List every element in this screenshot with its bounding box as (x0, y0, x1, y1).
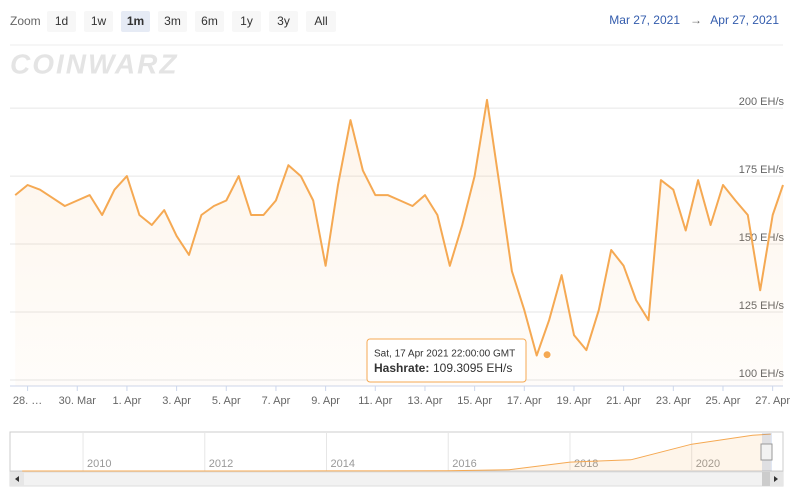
zoom-button-label: 6m (201, 14, 218, 28)
x-tick-label: 17. Apr (507, 395, 542, 407)
area (15, 99, 784, 387)
zoom-label: Zoom (10, 14, 41, 28)
zoom-button-label: All (314, 14, 327, 28)
zoom-button-label: 1m (127, 14, 144, 28)
x-tick-label: 5. Apr (212, 395, 241, 407)
zoom-button[interactable] (158, 11, 187, 32)
arrow-right (774, 476, 778, 482)
zoom-button[interactable] (47, 11, 76, 32)
line (14, 98, 784, 357)
tooltip-value: 109.3095 EH/s (433, 361, 512, 375)
arrow-left (15, 476, 19, 482)
zoom-button-label: 3m (164, 14, 181, 28)
zoom-button[interactable] (84, 11, 113, 32)
x-tick-label: 11. Apr (358, 395, 392, 407)
zoom-button[interactable] (121, 11, 150, 32)
zoom-button[interactable] (195, 11, 224, 32)
watermark: COINWARZ (10, 48, 178, 79)
navigator-tick-label: 2012 (209, 458, 233, 470)
x-tick-label: 9. Apr (311, 395, 340, 407)
zoom-button[interactable] (232, 11, 261, 32)
x-tick-label: 27. Apr (755, 395, 790, 407)
y-tick-label: 200 EH/s (739, 96, 785, 108)
navigator-line (22, 433, 771, 472)
navigator-tick-label: 2014 (331, 458, 355, 470)
tooltip (366, 338, 527, 383)
scroll-thumb[interactable] (762, 472, 770, 486)
range-to[interactable]: Apr 27, 2021 (710, 13, 779, 27)
x-tick-label: 23. Apr (656, 395, 691, 407)
x-tick-label: 25. Apr (706, 395, 741, 407)
x-tick-label: 28. … (13, 395, 42, 407)
scrollbar[interactable] (9, 471, 784, 487)
x-tick-label: 13. Apr (408, 395, 443, 407)
range-from[interactable]: Mar 27, 2021 (609, 13, 680, 27)
navigator-handle[interactable] (760, 443, 773, 461)
tooltip-name: Hashrate: (374, 361, 429, 375)
navigator-tick-label: 2010 (87, 458, 111, 470)
zoom-button-label: 1d (55, 14, 68, 28)
zoom-button[interactable] (306, 11, 336, 32)
x-tick-label: 21. Apr (606, 395, 641, 407)
x-tick-label: 3. Apr (162, 395, 191, 407)
x-tick-label: 19. Apr (557, 395, 592, 407)
tooltip-date: Sat, 17 Apr 2021 22:00:00 GMT (374, 349, 515, 360)
range-arrow: → (690, 13, 702, 27)
navigator-tick-label: 2020 (696, 458, 720, 470)
x-tick-label: 1. Apr (113, 395, 142, 407)
x-tick-label: 7. Apr (262, 395, 291, 407)
x-tick-label: 30. Mar (59, 395, 97, 407)
zoom-button-label: 1w (91, 14, 107, 28)
y-tick-label: 175 EH/s (739, 164, 785, 176)
navigator-tick-label: 2016 (452, 458, 476, 470)
zoom-button-label: 1y (240, 14, 253, 28)
zoom-button[interactable] (269, 11, 298, 32)
x-tick-label: 15. Apr (457, 395, 492, 407)
zoom-button-label: 3y (277, 14, 290, 28)
hover-point (542, 350, 552, 360)
